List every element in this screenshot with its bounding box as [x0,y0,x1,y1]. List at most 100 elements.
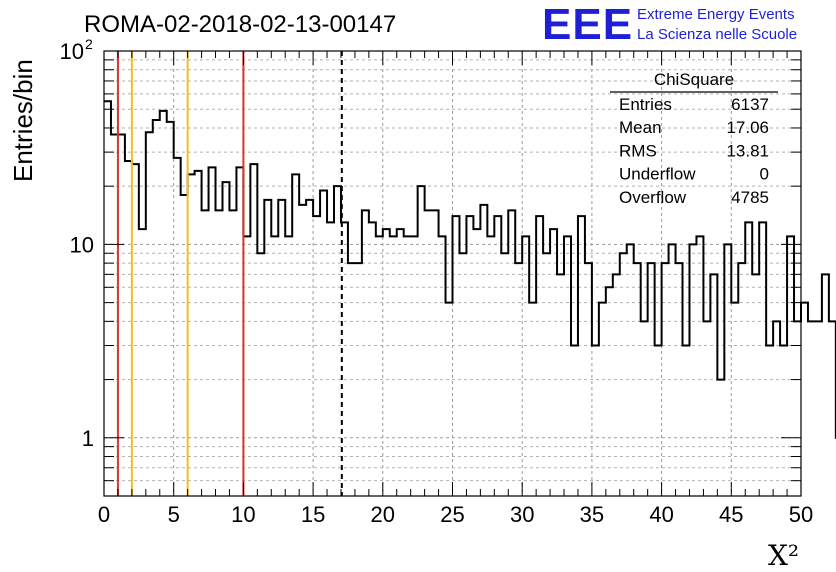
histogram-bin [132,164,139,496]
histogram-bin [738,263,745,496]
histogram-bin [766,346,773,496]
histogram-bin [432,210,439,496]
histogram-bin [222,182,229,496]
histogram-bin [418,186,425,496]
histogram-bin [257,253,264,496]
logo-line-1: Extreme Energy Events [637,6,795,23]
histogram-bin [613,274,620,496]
histogram-bin [780,346,787,496]
histogram-bin [794,321,801,496]
histogram-bin [585,263,592,496]
histogram-bin [216,210,223,496]
histogram-bin [808,321,815,496]
histogram-bin [167,122,174,496]
stats-label: Overflow [619,188,687,207]
histogram-bin [320,190,327,496]
histogram-bin [292,174,299,496]
histogram-bin [160,111,167,496]
stats-label: RMS [619,141,657,160]
histogram-bin [724,244,731,496]
histogram-bin [529,303,536,496]
histogram-bin [641,321,648,496]
histogram-bin [606,287,613,496]
histogram-bin [759,222,766,496]
x-tick-label: 5 [168,502,180,527]
histogram-bin [710,274,717,496]
x-tick-label: 25 [440,502,464,527]
stats-label: Underflow [619,165,696,184]
histogram-bin [655,346,662,496]
axis-ticks [103,50,802,497]
histogram-bin [683,346,690,496]
x-tick-label: 50 [789,502,813,527]
histogram-bin [146,132,153,496]
x-axis-label: X² [768,539,799,572]
y-tick-exponent: 2 [85,36,93,52]
histogram-bin [557,274,564,496]
histogram-bin [404,236,411,496]
histogram-bin [390,236,397,496]
stats-value: 6137 [731,95,769,114]
histogram-bin [703,321,710,496]
histogram-bin [209,167,216,496]
histogram-bin [522,236,529,496]
histogram-bin [278,200,285,496]
y-axis-label: Entries/bin [8,59,38,182]
histogram-bin [536,216,543,496]
histogram-bin [480,205,487,496]
histogram-bin [188,174,195,496]
histogram-bin [676,263,683,496]
histogram-bin [787,236,794,496]
x-tick-label: 15 [301,502,325,527]
histogram-bin [383,229,390,496]
histogram-bin [487,236,494,496]
y-tick-label: 10 [70,232,94,257]
histogram-bin [104,101,111,496]
x-tick-label: 40 [649,502,673,527]
histogram-bin [376,236,383,496]
histogram-bin [466,216,473,496]
histogram-bin [801,303,808,496]
histogram-bin [717,380,724,496]
stats-value: 17.06 [726,118,769,137]
histogram-bin [306,200,313,496]
x-tick-label: 45 [719,502,743,527]
histogram-bin [752,274,759,496]
histogram-bin [578,216,585,496]
histogram-bin [355,263,362,496]
histogram-bin [153,120,160,496]
histogram-bin [627,244,634,496]
histogram-bin [362,210,369,496]
histogram-bin [425,210,432,496]
histogram-bin [773,321,780,496]
histogram-bin [446,303,453,496]
histogram-bin [139,229,146,496]
histogram-bin [494,216,501,496]
x-tick-label: 10 [231,502,255,527]
histogram-bin [501,253,508,496]
marker-lines [116,51,343,496]
histogram-series [104,100,836,496]
histogram-bin [829,321,836,496]
histogram-bin [550,229,557,496]
histogram-bin [648,263,655,496]
histogram-bin [689,244,696,496]
histogram-bin [515,263,522,496]
histogram-bin [696,236,703,496]
x-tick-label: 35 [580,502,604,527]
histogram-bin [348,263,355,496]
histogram-bin [334,186,341,496]
histogram-bin [508,210,515,496]
histogram-bin [125,161,132,496]
histogram-bin [473,229,480,496]
histogram-bin [243,236,250,496]
stats-value: 0 [760,165,769,184]
eee-logo: EEE [542,0,633,49]
histogram-bin [369,222,376,496]
stats-box: ChiSquare Entries 6137 Mean 17.06 RMS 13.81 Un… [610,70,778,207]
histogram-bin [195,171,202,496]
x-tick-label: 20 [371,502,395,527]
stats-value: 13.81 [726,141,769,160]
